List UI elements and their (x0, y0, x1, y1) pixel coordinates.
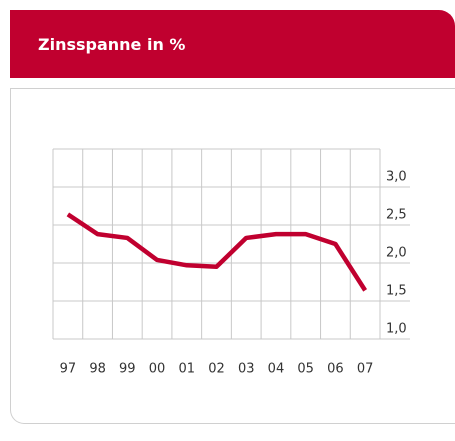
y-tick-label: 2,0 (386, 246, 407, 261)
x-tick-label: 97 (60, 362, 77, 377)
chart-title: Zinsspanne in % (38, 35, 186, 54)
x-tick-label: 05 (297, 362, 314, 377)
x-tick-label: 98 (89, 362, 106, 377)
line-series (66, 212, 368, 292)
y-tick-label: 1,5 (386, 284, 407, 299)
x-tick-label: 99 (119, 362, 136, 377)
y-tick-label: 2,5 (386, 208, 407, 223)
x-tick-label: 00 (149, 362, 166, 377)
x-tick-label: 06 (327, 362, 344, 377)
x-tick-label: 07 (357, 362, 374, 377)
x-tick-label: 01 (178, 362, 195, 377)
x-tick-label: 03 (238, 362, 255, 377)
y-tick-label: 1,0 (386, 322, 407, 337)
x-tick-label: 02 (208, 362, 225, 377)
y-tick-label: 3,0 (386, 170, 407, 185)
x-tick-label: 04 (268, 362, 285, 377)
header: Zinsspanne in % (10, 10, 455, 78)
card (10, 88, 455, 424)
